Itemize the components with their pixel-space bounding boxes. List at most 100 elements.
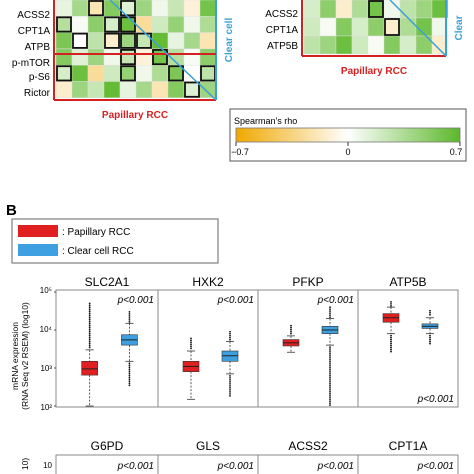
heatmap-cell xyxy=(303,17,321,37)
heatmap-cell xyxy=(135,64,153,82)
heatmap-cell xyxy=(71,48,89,66)
row-label: ATP5B xyxy=(267,41,298,52)
box-outlier xyxy=(88,318,91,321)
box-outlier xyxy=(88,330,91,333)
heatmap-cell xyxy=(55,32,73,50)
legend-swatch xyxy=(18,225,58,237)
box-outlier xyxy=(229,394,231,397)
box-outlier xyxy=(290,328,292,331)
heatmap-cell xyxy=(303,0,321,19)
box-outlier xyxy=(128,310,131,313)
heatmap-cell xyxy=(103,81,121,98)
panel-frame xyxy=(257,289,359,408)
box-outlier xyxy=(329,348,331,351)
heatmap-right: ACSS2 CPT1A ATP5B Papillary RCC Clear xyxy=(265,0,465,77)
box-outlier xyxy=(229,392,231,395)
heatmap-cell xyxy=(55,48,73,66)
p-value-label: p<0.001 xyxy=(117,295,154,306)
heatmap-cell xyxy=(351,35,369,55)
heatmap-cell-highlight xyxy=(120,65,136,82)
box-outlier xyxy=(128,380,131,383)
box-outlier xyxy=(229,386,231,389)
heatmap-cell-highlight xyxy=(368,0,384,18)
heatmap-cell xyxy=(183,64,201,82)
gene-title: GLS xyxy=(196,439,220,453)
heatmap-cell xyxy=(135,81,153,98)
panel-frame xyxy=(55,289,159,408)
y-tick-label: 10³ xyxy=(40,364,52,373)
heatmap-right-side-label: Clear xyxy=(454,15,465,40)
box-outlier xyxy=(128,376,131,379)
y-tick-label: 10⁴ xyxy=(40,325,53,334)
box-outlier xyxy=(128,362,131,365)
box-outlier xyxy=(88,324,91,327)
box-outlier xyxy=(329,384,331,387)
box-outlier xyxy=(390,336,392,339)
box-outlier xyxy=(390,302,392,305)
heatmap-cell xyxy=(319,35,337,55)
box-outlier xyxy=(88,336,91,339)
box-outlier xyxy=(390,344,392,347)
row-label: p-S6 xyxy=(29,72,51,83)
heatmap-cell xyxy=(199,16,217,33)
heatmap-cell xyxy=(71,0,89,17)
colorbar: Spearman's rho −0.7 0 0.7 xyxy=(229,108,467,162)
box-outlier xyxy=(329,366,331,369)
colorbar-frame xyxy=(229,108,467,162)
box-outlier xyxy=(329,380,331,383)
box-outlier xyxy=(128,378,131,381)
heatmap-cell xyxy=(383,35,401,55)
heatmap-cell xyxy=(87,16,105,33)
box-outlier xyxy=(329,362,331,365)
row-label: ACSS2 xyxy=(265,9,298,20)
box-outlier xyxy=(190,339,192,342)
box-outlier xyxy=(229,338,231,341)
box-outlier xyxy=(88,332,91,335)
heatmap-cell xyxy=(199,64,217,82)
gene-title: SLC2A1 xyxy=(85,275,130,289)
y-tick-label: 10 xyxy=(43,461,52,470)
heatmap-cell xyxy=(87,32,105,50)
box-outlier xyxy=(229,388,231,391)
panel-frame xyxy=(157,289,259,408)
box-outlier xyxy=(329,346,331,349)
box-outlier xyxy=(429,309,431,312)
heatmap-cell xyxy=(151,64,169,82)
box-outlier xyxy=(128,366,131,369)
heatmap-cell-highlight xyxy=(56,16,72,33)
heatmap-cell xyxy=(87,48,105,66)
heatmap-cell xyxy=(167,32,185,50)
heatmap-cell-highlight xyxy=(88,0,104,17)
box-outlier xyxy=(290,324,292,327)
panel-frame xyxy=(357,454,459,474)
box-outlier xyxy=(329,378,331,381)
box-outlier xyxy=(190,347,192,350)
box-outlier xyxy=(88,314,91,317)
box-outlier xyxy=(329,404,331,407)
box-outlier xyxy=(88,338,91,341)
heatmap-left-x-label: Papillary RCC xyxy=(102,110,168,121)
heatmap-cell xyxy=(87,81,105,98)
box-outlier xyxy=(390,342,392,345)
heatmap-cell xyxy=(151,0,169,17)
row-label: CPT1A xyxy=(266,25,299,36)
box-outlier xyxy=(429,334,431,337)
box-outlier xyxy=(229,390,231,393)
heatmap-cell xyxy=(119,48,137,66)
p-value-label: p<0.001 xyxy=(417,461,454,472)
p-value-label: p<0.001 xyxy=(417,394,454,405)
box-outlier xyxy=(88,310,91,313)
box-outlier xyxy=(329,306,331,309)
heatmap-cell xyxy=(55,16,73,33)
heatmap-cell xyxy=(399,35,417,55)
box-outlier xyxy=(290,326,292,329)
row-label: Rictor xyxy=(24,88,51,99)
heatmap-cell-highlight xyxy=(104,16,120,33)
heatmap-cell xyxy=(335,17,353,37)
box-outlier xyxy=(329,390,331,393)
heatmap-cell xyxy=(103,32,121,50)
box-outlier xyxy=(88,304,91,307)
box-outlier xyxy=(390,334,392,337)
legend: : Papillary RCC : Clear cell RCC xyxy=(11,218,219,264)
